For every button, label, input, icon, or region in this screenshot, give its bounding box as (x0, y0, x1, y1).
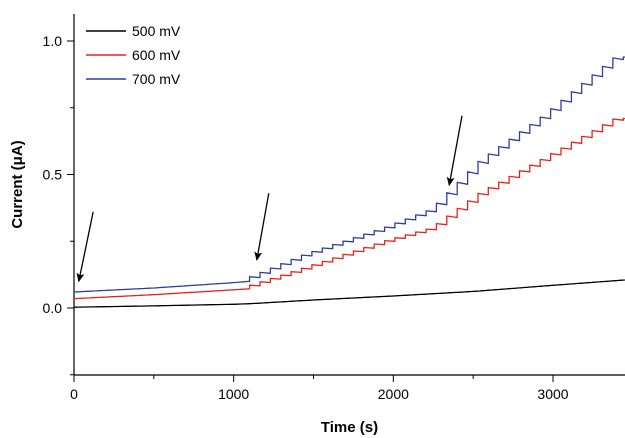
x-tick-label: 3000 (537, 386, 568, 402)
legend-label: 700 mV (132, 71, 181, 87)
series-line-600-mv (73, 117, 625, 300)
annotation-layer (76, 115, 463, 283)
y-tick-label: 0.0 (43, 300, 63, 316)
x-tick-label: 1000 (218, 386, 249, 402)
annotation-arrow (446, 115, 463, 187)
legend: 500 mV 600 mV 700 mV (86, 23, 181, 87)
series-line-500-mv (74, 279, 625, 308)
y-axis-title: Current (μA) (9, 140, 26, 228)
x-tick-label: 0 (70, 386, 78, 402)
x-axis-title: Time (s) (321, 419, 378, 436)
y-tick-label: 1.0 (43, 33, 63, 49)
annotation-arrow (254, 193, 270, 261)
series-layer (73, 56, 625, 308)
y-tick-label: 0.5 (43, 167, 63, 183)
x-tick-label: 2000 (378, 386, 409, 402)
legend-label: 500 mV (132, 23, 181, 39)
annotation-arrow (76, 211, 94, 283)
legend-label: 600 mV (132, 47, 181, 63)
axes: 0 1000 2000 3000 0.0 0.5 1.0 (43, 14, 625, 402)
series-line-700-mv (73, 56, 625, 293)
